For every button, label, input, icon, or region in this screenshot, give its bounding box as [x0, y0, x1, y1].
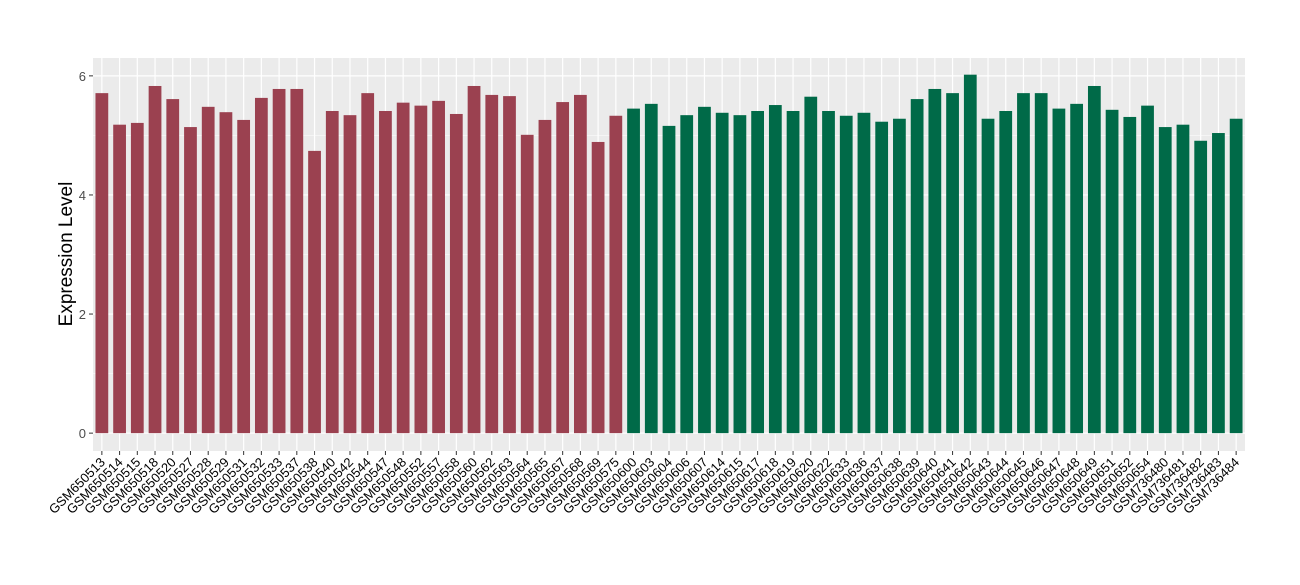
y-tick-label: 6	[79, 69, 86, 84]
bar-GSM650562	[485, 94, 499, 434]
bar-GSM650649	[1087, 85, 1101, 434]
bar-GSM650617	[751, 110, 764, 434]
bar-GSM650620	[804, 96, 818, 434]
bar-GSM736481	[1176, 124, 1190, 434]
bar-GSM650529	[219, 112, 233, 434]
bar-GSM736484	[1229, 118, 1243, 434]
bar-GSM650528	[201, 106, 215, 434]
bar-GSM650652	[1123, 116, 1137, 434]
bar-GSM650568	[574, 94, 587, 434]
bar-GSM650614	[715, 112, 729, 434]
bar-GSM650569	[591, 141, 605, 434]
bar-GSM650636	[857, 112, 871, 434]
y-tick-label: 4	[79, 188, 86, 203]
bar-GSM650643	[981, 118, 995, 434]
bar-GSM650633	[839, 115, 853, 434]
y-tick-label: 2	[79, 307, 86, 322]
bar-GSM650547	[379, 110, 392, 434]
y-axis-label: Expression Level	[56, 182, 77, 327]
bar-GSM650567	[556, 102, 570, 434]
bar-GSM650615	[733, 115, 747, 434]
bar-GSM650604	[662, 125, 676, 434]
bar-GSM650552	[414, 105, 428, 434]
bar-GSM650622	[822, 110, 835, 434]
bar-GSM650637	[875, 121, 889, 434]
bar-GSM650540	[325, 110, 339, 434]
bar-GSM650560	[467, 85, 481, 434]
bar-GSM650638	[893, 118, 906, 434]
bar-GSM650607	[698, 106, 711, 434]
bar-GSM650538	[308, 150, 321, 434]
bar-GSM650513	[95, 93, 109, 434]
bar-GSM650639	[910, 99, 924, 434]
bar-GSM650575	[609, 115, 623, 434]
bar-GSM650618	[768, 105, 782, 434]
y-axis: 0 2 4 6	[79, 69, 93, 441]
bar-GSM650651	[1105, 109, 1119, 434]
bar-GSM650532	[254, 97, 268, 434]
bar-GSM650544	[361, 93, 375, 434]
bar-GSM650644	[999, 110, 1013, 434]
bar-GSM650654	[1141, 105, 1154, 434]
bar-GSM650564	[520, 134, 534, 434]
bar-GSM650558	[449, 113, 463, 434]
y-tick-label: 0	[79, 426, 86, 441]
bar-GSM650514	[113, 124, 126, 434]
bar-GSM650542	[343, 115, 357, 434]
bar-GSM650645	[1017, 93, 1030, 434]
bar-GSM650518	[148, 85, 162, 434]
bar-GSM736483	[1212, 133, 1225, 434]
bar-GSM736482	[1194, 140, 1208, 434]
bar-GSM650603	[644, 103, 658, 434]
bar-GSM650520	[166, 99, 180, 434]
bar-GSM650548	[396, 102, 410, 434]
bar-GSM650648	[1070, 103, 1084, 434]
bar-GSM650533	[272, 88, 286, 434]
bars	[95, 74, 1243, 434]
bar-GSM650646	[1034, 93, 1048, 434]
bar-GSM650606	[680, 115, 694, 434]
bar-GSM650619	[786, 110, 800, 434]
bar-GSM736480	[1158, 127, 1172, 434]
bar-GSM650640	[928, 88, 942, 434]
bar-GSM650647	[1052, 108, 1066, 434]
bar-GSM650557	[432, 100, 445, 434]
bar-GSM650600	[627, 108, 640, 434]
x-axis: GSM650513GSM650514GSM650515GSM650518GSM6…	[46, 451, 1242, 517]
bar-GSM650563	[503, 96, 516, 434]
bar-GSM650515	[130, 122, 144, 434]
bar-GSM650531	[237, 119, 251, 434]
bar-GSM650641	[946, 93, 959, 434]
bar-GSM650537	[290, 88, 304, 434]
bar-GSM650527	[184, 127, 197, 434]
bar-GSM650642	[963, 74, 977, 434]
bar-GSM650565	[538, 119, 552, 434]
